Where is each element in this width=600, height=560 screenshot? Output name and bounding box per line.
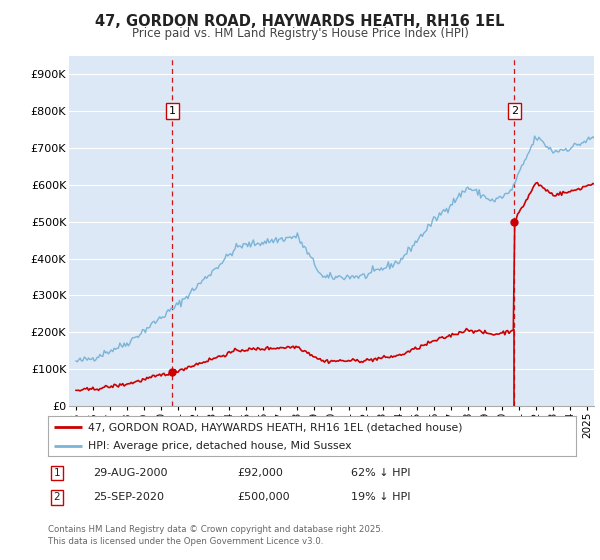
Text: 47, GORDON ROAD, HAYWARDS HEATH, RH16 1EL: 47, GORDON ROAD, HAYWARDS HEATH, RH16 1E… xyxy=(95,14,505,29)
Text: Price paid vs. HM Land Registry's House Price Index (HPI): Price paid vs. HM Land Registry's House … xyxy=(131,27,469,40)
Text: 19% ↓ HPI: 19% ↓ HPI xyxy=(351,492,410,502)
Text: 25-SEP-2020: 25-SEP-2020 xyxy=(93,492,164,502)
Text: 2: 2 xyxy=(53,492,61,502)
Text: £500,000: £500,000 xyxy=(237,492,290,502)
Text: 2: 2 xyxy=(511,106,518,116)
Text: 47, GORDON ROAD, HAYWARDS HEATH, RH16 1EL (detached house): 47, GORDON ROAD, HAYWARDS HEATH, RH16 1E… xyxy=(88,422,462,432)
Text: 62% ↓ HPI: 62% ↓ HPI xyxy=(351,468,410,478)
Text: HPI: Average price, detached house, Mid Sussex: HPI: Average price, detached house, Mid … xyxy=(88,441,351,451)
Text: £92,000: £92,000 xyxy=(237,468,283,478)
Text: 1: 1 xyxy=(53,468,61,478)
Text: Contains HM Land Registry data © Crown copyright and database right 2025.
This d: Contains HM Land Registry data © Crown c… xyxy=(48,525,383,546)
Text: 29-AUG-2000: 29-AUG-2000 xyxy=(93,468,167,478)
Text: 1: 1 xyxy=(169,106,176,116)
